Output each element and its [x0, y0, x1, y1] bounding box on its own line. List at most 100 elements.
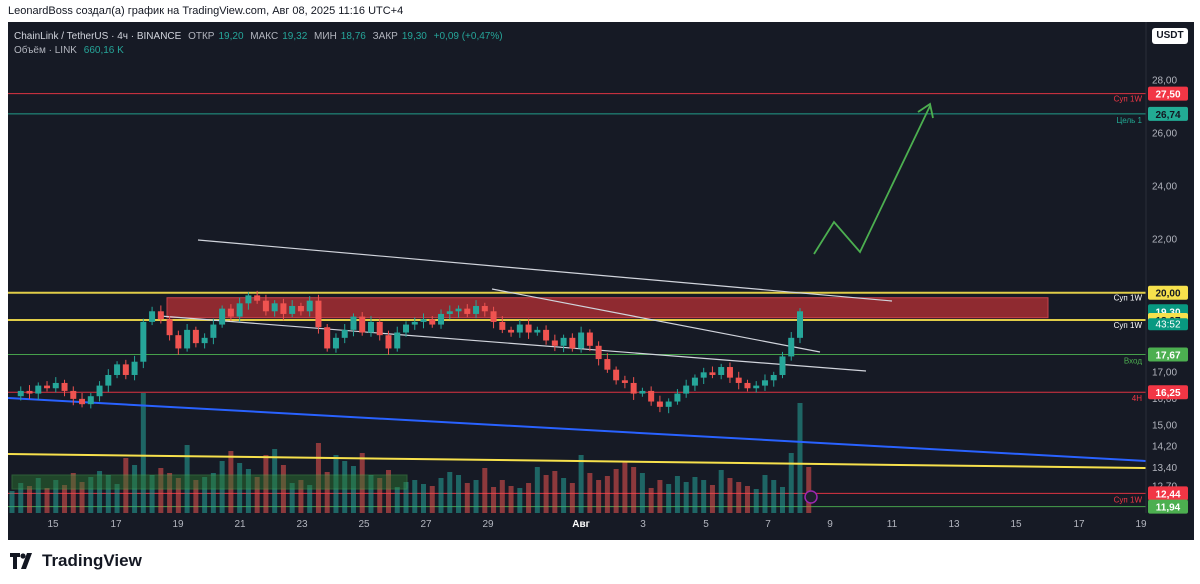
price-tag-7 — [1148, 486, 1188, 501]
plot-layer — [8, 93, 1146, 513]
candle-body-66 — [586, 332, 593, 346]
x-tick-10: 5 — [703, 519, 709, 530]
volume-bar-20 — [184, 445, 190, 513]
volume-bar-73 — [648, 488, 654, 513]
y-tick-4: 17,00 — [1152, 367, 1177, 378]
volume-bar-41 — [368, 475, 374, 513]
candle-body-13 — [122, 364, 129, 375]
price-tag-6 — [1148, 385, 1188, 400]
candle-body-63 — [560, 337, 567, 346]
x-tick-1: 17 — [110, 519, 122, 530]
candle-body-44 — [394, 332, 401, 349]
volume-value: 660,16 K — [83, 45, 124, 56]
blue-trendline — [8, 397, 1146, 462]
volume-bar-55 — [491, 487, 497, 513]
candle-body-56 — [499, 321, 506, 330]
volume-bar-77 — [683, 482, 689, 513]
volume-bar-28 — [254, 477, 260, 513]
volume-bar-24 — [219, 461, 225, 513]
x-tick-8: Авг — [572, 519, 590, 530]
candle-body-77 — [683, 385, 690, 394]
x-tick-12: 9 — [827, 519, 833, 530]
legend-row-ohlc: ChainLink / TetherUS · 4ч · BINANCE ОТКР… — [14, 30, 507, 44]
volume-bar-53 — [473, 480, 479, 513]
candle-body-79 — [700, 372, 707, 378]
candle-body-72 — [639, 390, 646, 394]
volume-bar-29 — [263, 455, 269, 513]
candle-body-2 — [26, 390, 33, 394]
candle-body-88 — [779, 356, 786, 375]
volume-bar-49 — [438, 478, 444, 513]
candle-body-60 — [534, 329, 541, 333]
volume-bar-81 — [718, 470, 724, 513]
volume-bar-56 — [499, 480, 505, 513]
volume-bar-51 — [456, 475, 462, 513]
volume-bar-18 — [167, 473, 173, 513]
credit-bar: LeonardBoss создал(а) график на TradingV… — [0, 0, 1200, 22]
tradingview-logo[interactable]: TradingView — [10, 551, 142, 571]
volume-bar-67 — [596, 480, 602, 513]
volume-bar-46 — [412, 480, 418, 513]
level-name-0: Суп 1W — [1114, 95, 1143, 104]
y-tick-6: 15,00 — [1152, 420, 1177, 431]
volume-bar-14 — [132, 465, 138, 513]
volume-bar-61 — [543, 475, 549, 513]
symbol-title[interactable]: ChainLink / TetherUS · 4ч · BINANCE — [14, 31, 182, 42]
price-tag-label-6: 16,25 — [1155, 388, 1180, 399]
candle-body-70 — [621, 380, 628, 383]
candle-body-78 — [691, 377, 698, 386]
y-tick-0: 28,00 — [1152, 75, 1177, 86]
candle-body-5 — [52, 382, 59, 389]
price-tag-label-0: 27,50 — [1155, 90, 1180, 101]
volume-bar-70 — [622, 461, 628, 513]
change-value: +0,09 (+0,47%) — [433, 31, 503, 42]
channel-top-line — [197, 239, 893, 302]
level-name-4: Суп 1W — [1114, 321, 1143, 330]
candle-body-19 — [175, 335, 182, 349]
volume-bar-86 — [762, 475, 768, 513]
candle-body-18 — [166, 319, 173, 336]
x-tick-17: 19 — [1135, 519, 1147, 530]
volume-bar-50 — [447, 472, 453, 513]
candle-body-80 — [709, 372, 716, 375]
volume-bar-8 — [79, 482, 85, 513]
candle-body-41 — [367, 321, 374, 333]
volume-bar-21 — [193, 480, 199, 513]
countdown-label: 43:52 — [1155, 319, 1180, 330]
candle-body-46 — [411, 321, 418, 325]
y-tick-3: 22,00 — [1152, 235, 1177, 246]
volume-bar-9 — [88, 477, 94, 513]
candle-body-3 — [35, 385, 42, 394]
volume-bar-72 — [639, 473, 645, 513]
volume-bar-5 — [53, 480, 59, 513]
legend-row-volume: Объём · LINK 660,16 K — [14, 44, 507, 58]
candle-body-32 — [289, 305, 296, 314]
candle-body-42 — [376, 321, 383, 336]
candle-body-45 — [403, 324, 409, 333]
candle-body-52 — [464, 308, 471, 314]
volume-bar-69 — [613, 469, 619, 513]
candle-body-27 — [245, 295, 252, 304]
volume-bar-10 — [97, 471, 103, 513]
price-tag-label-5: 17,67 — [1155, 351, 1180, 362]
candle-body-74 — [656, 401, 663, 407]
open-label: ОТКР — [188, 31, 215, 42]
volume-bar-90 — [797, 403, 803, 513]
volume-bar-87 — [771, 480, 777, 513]
candle-body-39 — [350, 316, 357, 330]
price-tag-8 — [1148, 499, 1188, 514]
candle-body-73 — [648, 390, 655, 402]
tradingview-logo-icon — [10, 553, 32, 569]
candle-body-25 — [227, 308, 234, 317]
currency-button[interactable]: USDT — [1152, 28, 1188, 44]
candle-body-9 — [87, 396, 94, 405]
candle-body-28 — [254, 295, 261, 301]
volume-bar-40 — [359, 453, 365, 513]
x-tick-3: 21 — [234, 519, 246, 530]
volume-bar-44 — [394, 487, 400, 513]
y-tick-1: 26,00 — [1152, 128, 1177, 139]
volume-bar-33 — [298, 480, 304, 513]
volume-bar-27 — [245, 469, 251, 513]
candle-body-20 — [184, 329, 191, 349]
